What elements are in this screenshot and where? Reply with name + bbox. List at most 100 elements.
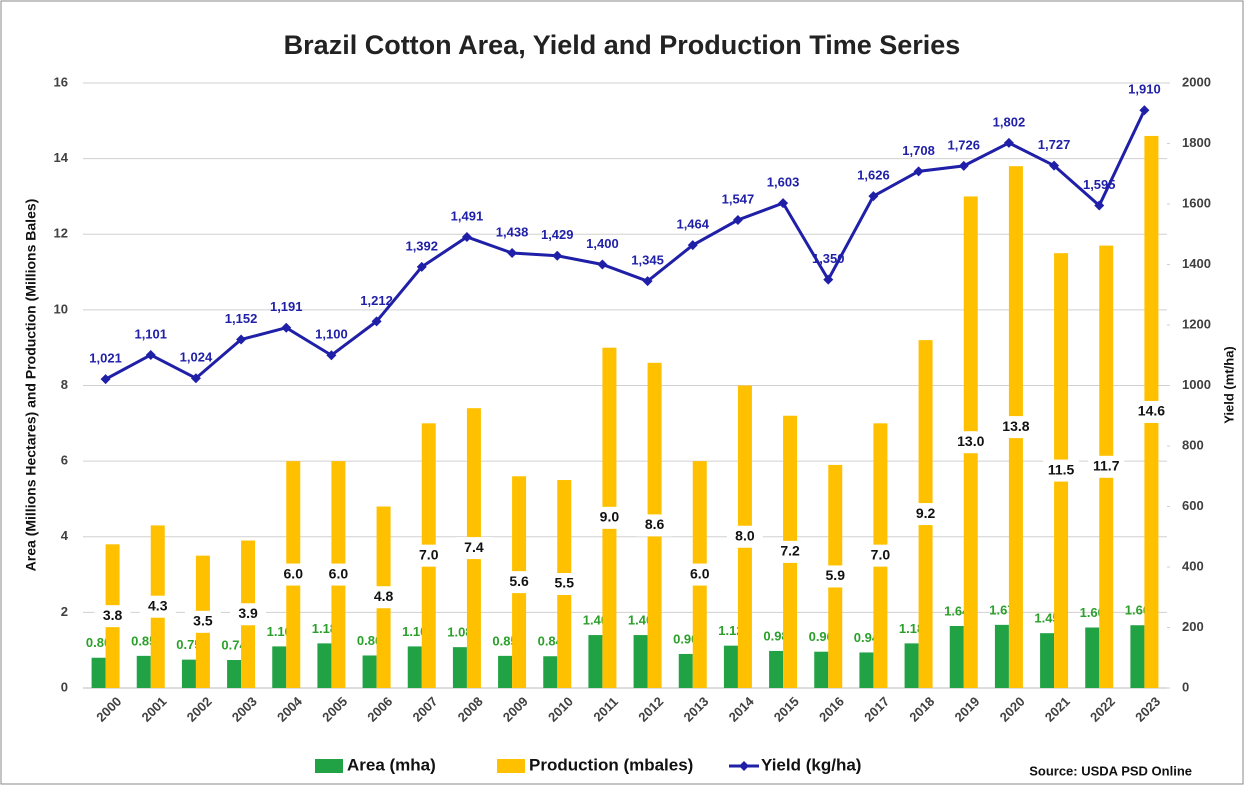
legend-swatch-marker [739, 761, 749, 771]
data-label-box [772, 540, 809, 563]
line-marker [958, 160, 969, 171]
y2-tick-label: 1800 [1182, 135, 1211, 150]
bar [181, 659, 196, 688]
chart-title: Brazil Cotton Area, Yield and Production… [284, 30, 961, 60]
data-label: 3.5 [193, 613, 213, 629]
bar [1040, 633, 1055, 688]
data-label: 1,603 [767, 175, 800, 190]
data-label: 1,547 [722, 191, 755, 206]
data-label: 1,910 [1128, 82, 1161, 97]
data-label: 7.0 [871, 546, 891, 562]
data-label: 13.0 [957, 433, 984, 449]
data-label-box [681, 563, 718, 586]
y-tick-label: 10 [54, 301, 68, 316]
data-label: 6.0 [329, 565, 349, 581]
bar [678, 653, 693, 688]
data-label: 7.2 [780, 543, 800, 559]
data-label: 1,438 [496, 224, 529, 239]
data-label: 1,802 [993, 114, 1026, 129]
bar [543, 656, 558, 688]
y2-tick-label: 600 [1182, 498, 1204, 513]
bar [769, 650, 784, 688]
line-marker [823, 274, 834, 285]
bar [498, 655, 513, 688]
y2-tick-label: 2000 [1182, 74, 1211, 89]
data-label: 1,392 [405, 238, 438, 253]
data-label: 6.0 [690, 565, 710, 581]
data-label: 4.8 [374, 588, 394, 604]
y-tick-label: 6 [61, 453, 68, 468]
data-label: 1.08 [447, 625, 472, 640]
data-label: 1.67 [989, 602, 1014, 617]
data-label: 0.85 [492, 633, 517, 648]
data-label: 0.80 [86, 635, 111, 650]
y2-tick-label: 1600 [1182, 195, 1211, 210]
bar [227, 660, 242, 688]
bar [723, 645, 738, 688]
bar [949, 625, 964, 688]
data-label: 8.0 [735, 527, 755, 543]
line-marker [281, 322, 292, 333]
data-label: 13.8 [1002, 418, 1029, 434]
line-marker [145, 349, 156, 360]
bar [588, 635, 603, 688]
data-label: 1,626 [857, 168, 890, 183]
data-label-box [636, 514, 673, 537]
legend-label: Yield (kg/ha) [761, 755, 861, 774]
line-marker [1139, 105, 1150, 116]
data-label: 11.5 [1048, 461, 1075, 477]
line-marker [190, 373, 201, 384]
data-label-box [546, 573, 583, 596]
y-tick-label: 8 [61, 377, 68, 392]
data-label-box [94, 605, 131, 628]
data-label: 7.4 [464, 539, 484, 555]
line-marker [1094, 200, 1105, 211]
line [104, 109, 1146, 381]
bar [1085, 627, 1100, 688]
y-axis-label: Area (Millions Hectares) and Production … [23, 199, 39, 572]
data-label: 0.90 [673, 631, 698, 646]
data-label-box [1043, 459, 1080, 482]
data-label: 1,429 [541, 227, 574, 242]
data-label: 8.6 [645, 516, 665, 532]
line-marker [868, 191, 879, 202]
line-marker [1003, 137, 1014, 148]
data-label: 1,152 [225, 311, 258, 326]
data-label-box [1088, 455, 1125, 478]
data-label-box [184, 610, 221, 633]
data-label: 9.0 [600, 509, 620, 525]
data-label: 1,350 [812, 251, 845, 266]
data-label: 1,708 [902, 143, 935, 158]
y2-tick-label: 1200 [1182, 316, 1211, 331]
bar [452, 647, 467, 688]
data-label-box [410, 544, 447, 567]
data-label: 1.18 [312, 621, 337, 636]
bar [859, 652, 874, 688]
line-marker [371, 316, 382, 327]
source-note: Source: USDA PSD Online [1029, 763, 1192, 778]
data-label: 1,726 [947, 137, 980, 152]
y-tick-label: 14 [54, 150, 69, 165]
data-label: 1,345 [631, 253, 664, 268]
line-marker [1049, 160, 1060, 171]
data-label-box [365, 586, 402, 609]
data-label: 1,464 [676, 217, 709, 232]
data-label: 3.9 [238, 605, 258, 621]
y2-tick-label: 800 [1182, 437, 1204, 452]
data-label: 0.84 [538, 634, 564, 649]
data-label: 4.3 [148, 597, 168, 613]
y2-tick-label: 200 [1182, 619, 1204, 634]
data-label: 5.9 [826, 567, 846, 583]
data-label: 0.74 [221, 637, 247, 652]
data-label-box [907, 503, 944, 526]
data-label-box [817, 565, 854, 588]
data-label: 1.66 [1125, 603, 1150, 618]
data-label-box [862, 544, 899, 567]
data-label: 0.86 [357, 633, 382, 648]
bar [136, 655, 151, 688]
line-marker [416, 261, 427, 272]
y2-tick-label: 1400 [1182, 256, 1211, 271]
data-label: 1.12 [718, 623, 743, 638]
line-marker [552, 250, 563, 261]
